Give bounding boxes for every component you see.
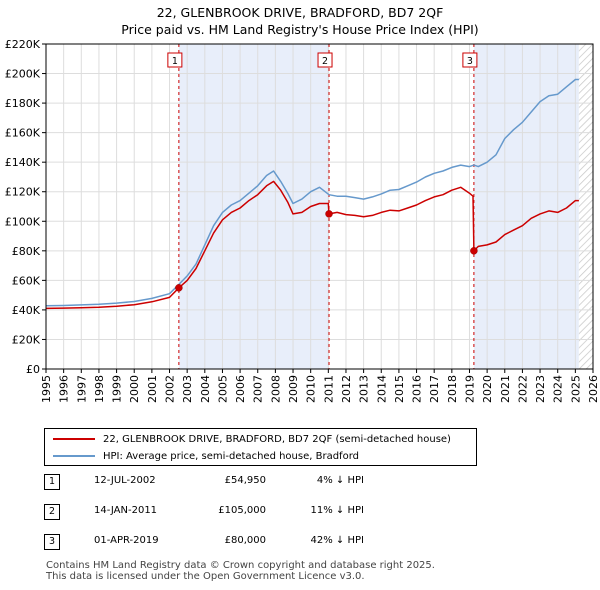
- x-tick-label: 2000: [128, 375, 141, 403]
- series-lines: [46, 78, 579, 310]
- x-tick-label: 2024: [552, 375, 565, 403]
- sale-point: [175, 284, 183, 292]
- sale-point: [325, 210, 333, 218]
- x-tick-label: 2021: [499, 375, 512, 403]
- x-tick-label: 1996: [58, 375, 71, 403]
- x-tick-label: 1995: [40, 375, 53, 403]
- legend-label-property: 22, GLENBROOK DRIVE, BRADFORD, BD7 2QF (…: [103, 433, 451, 445]
- sale-label-text: 1: [172, 56, 178, 67]
- shaded-periods: [178, 44, 593, 369]
- y-tick-label: £0: [26, 363, 40, 376]
- sale-date: 14-JAN-2011: [94, 505, 158, 516]
- sale-number-badge: 3: [44, 534, 60, 550]
- sale-hpi-diff: 4% ↓ HPI: [316, 475, 364, 486]
- shaded-period: [473, 44, 579, 369]
- sale-hpi-diff: 11% ↓ HPI: [310, 505, 364, 516]
- y-tick-label: £140K: [5, 156, 41, 169]
- sale-labels: 1 2 3: [167, 52, 478, 68]
- legend-item-property: 22, GLENBROOK DRIVE, BRADFORD, BD7 2QF (…: [53, 431, 451, 447]
- sale-date: 12-JUL-2002: [94, 475, 156, 486]
- y-tick-label: £120K: [5, 186, 41, 199]
- hpi-line: [46, 78, 579, 307]
- x-tick-label: 2001: [146, 375, 159, 403]
- sale-point: [470, 247, 478, 255]
- legend-item-hpi: HPI: Average price, semi-detached house,…: [53, 448, 359, 464]
- x-tick-label: 2022: [516, 375, 529, 403]
- x-tick-label: 2015: [393, 375, 406, 403]
- legend-swatch-property: [53, 438, 95, 440]
- sale-price: £105,000: [218, 505, 266, 516]
- y-tick-label: £60K: [12, 274, 41, 287]
- chart-title-block: 22, GLENBROOK DRIVE, BRADFORD, BD7 2QF P…: [0, 4, 600, 38]
- x-tick-label: 2003: [181, 375, 194, 403]
- x-axis: 1995 1996 1997 1998 1999 2000 2001 2002 2003 2004…: [40, 369, 600, 403]
- price-paid-line: [46, 180, 579, 310]
- x-tick-label: 2008: [269, 375, 282, 403]
- sale-price: £54,950: [224, 475, 266, 486]
- x-tick-label: 2020: [481, 375, 494, 403]
- shaded-period: [178, 44, 330, 369]
- x-tick-label: 2007: [252, 375, 265, 403]
- x-tick-label: 1998: [93, 375, 106, 403]
- y-tick-label: £20K: [12, 333, 41, 346]
- x-tick-label: 2009: [287, 375, 300, 403]
- y-tick-label: £220K: [5, 38, 41, 51]
- x-tick-label: 2023: [534, 375, 547, 403]
- y-tick-label: £180K: [5, 97, 41, 110]
- y-tick-label: £40K: [12, 304, 41, 317]
- y-tick-label: £200K: [5, 68, 41, 81]
- sale-price: £80,000: [224, 535, 266, 546]
- sale-label-text: 2: [322, 56, 328, 67]
- y-axis: £0 £20K £40K £60K £80K £100K £120K £140K £160K £1…: [5, 38, 46, 376]
- x-tick-label: 2011: [322, 375, 335, 403]
- sale-label-box: [317, 52, 333, 68]
- x-tick-label: 2010: [305, 375, 318, 403]
- legend: 22, GLENBROOK DRIVE, BRADFORD, BD7 2QF (…: [44, 428, 477, 466]
- grid: [45, 43, 594, 370]
- sale-row: 1 12-JUL-2002 £54,950 4% ↓ HPI: [44, 474, 444, 490]
- sale-number-badge: 1: [44, 474, 60, 490]
- price-chart: 1 2 3 £0 £20K £40K £60K £80K £100K £120K £140K £16…: [5, 38, 600, 403]
- x-tick-label: 2002: [164, 375, 177, 403]
- x-tick-label: 1997: [75, 375, 88, 403]
- sale-row: 3 01-APR-2019 £80,000 42% ↓ HPI: [44, 534, 444, 550]
- x-tick-label: 2004: [199, 375, 212, 403]
- sale-hpi-diff: 42% ↓ HPI: [310, 535, 364, 546]
- x-tick-label: 1999: [111, 375, 124, 403]
- footer-licence: This data is licensed under the Open Gov…: [46, 571, 365, 582]
- x-tick-label: 2018: [446, 375, 459, 403]
- y-tick-label: £160K: [5, 127, 41, 140]
- chart-subtitle: Price paid vs. HM Land Registry's House …: [121, 22, 479, 37]
- x-tick-label: 2006: [234, 375, 247, 403]
- sale-row: 2 14-JAN-2011 £105,000 11% ↓ HPI: [44, 504, 444, 520]
- x-tick-label: 2016: [411, 375, 424, 403]
- footer-notice: Contains HM Land Registry data © Crown c…: [46, 560, 435, 582]
- x-tick-label: 2017: [428, 375, 441, 403]
- x-tick-label: 2019: [463, 375, 476, 403]
- plot-border: [45, 43, 594, 370]
- legend-swatch-hpi: [53, 455, 95, 457]
- y-tick-label: £80K: [12, 245, 41, 258]
- sale-points: [175, 210, 478, 292]
- y-tick-label: £100K: [5, 215, 41, 228]
- sale-label-text: 3: [467, 56, 473, 67]
- footer-copyright: Contains HM Land Registry data © Crown c…: [46, 560, 435, 571]
- chart-title: 22, GLENBROOK DRIVE, BRADFORD, BD7 2QF: [156, 5, 444, 20]
- sale-label-box: [167, 52, 183, 68]
- sale-number-badge: 2: [44, 504, 60, 520]
- x-tick-label: 2025: [569, 375, 582, 403]
- x-tick-label: 2026: [587, 375, 600, 403]
- sale-label-box: [462, 52, 478, 68]
- forecast-hatch: [578, 44, 593, 369]
- x-tick-label: 2013: [358, 375, 371, 403]
- x-tick-label: 2014: [375, 375, 388, 403]
- legend-label-hpi: HPI: Average price, semi-detached house,…: [103, 450, 359, 462]
- x-tick-label: 2005: [216, 375, 229, 403]
- sale-date: 01-APR-2019: [94, 535, 159, 546]
- x-tick-label: 2012: [340, 375, 353, 403]
